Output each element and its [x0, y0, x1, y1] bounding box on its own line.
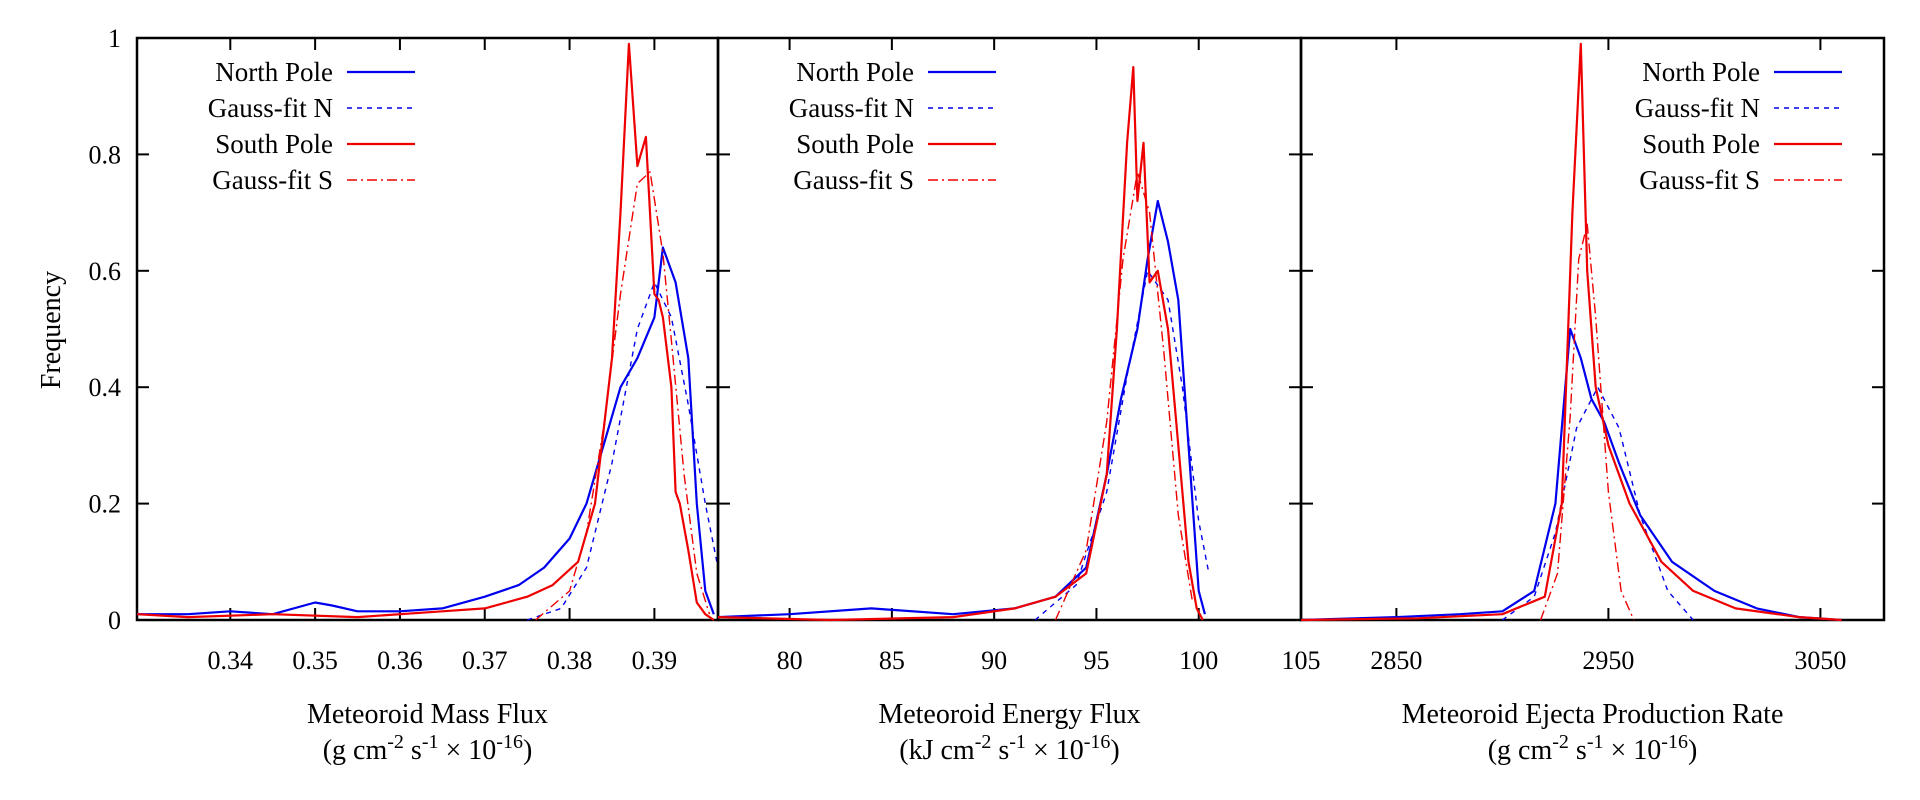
- units-exponent: -1: [1587, 731, 1604, 753]
- units-text: × 10: [1026, 735, 1084, 766]
- legend-label: South Pole: [1642, 129, 1760, 159]
- x-tick-label: 80: [777, 646, 803, 675]
- legend-label: North Pole: [796, 57, 914, 87]
- legend-label: South Pole: [215, 129, 333, 159]
- series-line-gauss-fit-s: [1539, 223, 1635, 621]
- x-tick-label: 0.37: [462, 646, 508, 675]
- y-tick-label: 0.8: [89, 140, 122, 169]
- series-line-south-pole: [136, 42, 715, 621]
- units-exponent: -1: [1009, 731, 1026, 753]
- units-text: × 10: [1603, 735, 1661, 766]
- x-tick-label: 0.39: [632, 646, 678, 675]
- x-tick-label: 3050: [1794, 646, 1846, 675]
- series-line-gauss-fit-s: [535, 171, 711, 621]
- legend-label: North Pole: [1642, 57, 1760, 87]
- plot-frame: [716, 36, 1303, 622]
- legend-label: Gauss-fit N: [208, 93, 333, 123]
- x-tick-label: 0.38: [547, 646, 593, 675]
- units-text: × 10: [438, 735, 496, 766]
- legend-label: Gauss-fit N: [789, 93, 914, 123]
- y-tick-label: 0: [108, 606, 121, 635]
- legend-label: Gauss-fit S: [793, 165, 914, 195]
- x-tick-label: 2850: [1370, 646, 1422, 675]
- units-text: (g cm: [323, 735, 388, 766]
- units-text: ): [523, 735, 532, 766]
- units-text: s: [991, 735, 1009, 766]
- units-exponent: -16: [1661, 731, 1688, 753]
- series-line-gauss-fit-s: [1054, 171, 1194, 621]
- series-line-south-pole: [717, 65, 1204, 622]
- x-tick-label: 0.35: [292, 646, 338, 675]
- series-line-north-pole: [717, 199, 1206, 619]
- y-tick-label: 0.6: [89, 257, 122, 286]
- x-tick-label: 95: [1083, 646, 1109, 675]
- legend-label: Gauss-fit S: [212, 165, 333, 195]
- series-line-gauss-fit-n: [1034, 270, 1210, 621]
- y-axis-label: Frequency: [36, 271, 67, 389]
- units-exponent: -2: [975, 731, 992, 753]
- plot-frame: [135, 36, 720, 622]
- x-tick-label: 85: [879, 646, 905, 675]
- units-text: ): [1110, 735, 1119, 766]
- y-tick-label: 1: [108, 24, 121, 53]
- units-text: (kJ cm: [899, 735, 975, 766]
- x-tick-label: 100: [1179, 646, 1218, 675]
- units-exponent: -1: [422, 731, 439, 753]
- series-line-north-pole: [137, 246, 715, 616]
- legend-label: South Pole: [796, 129, 914, 159]
- x-tick-label: 90: [981, 646, 1007, 675]
- units-exponent: -16: [496, 731, 523, 753]
- units-text: s: [1569, 735, 1587, 766]
- x-axis-units: (g cm-2 s-1 × 10-16): [323, 731, 533, 766]
- x-tick-label: 0.34: [208, 646, 254, 675]
- panel-energy-flux: 80 85 90 95 100 105 North Pole Gauss-fit N South…: [716, 36, 1321, 766]
- panel-ejecta-production-rate: 2850 2950 3050 North Pole Gauss-fit N South P…: [1299, 36, 1886, 766]
- panel-mass-flux: 0.34 0.35 0.36 0.37 0.38 0.39 North Pole Gauss-…: [135, 36, 720, 766]
- plot-frame: [1299, 36, 1886, 622]
- y-tick-label: 0.2: [89, 490, 122, 519]
- x-axis-title: Meteoroid Mass Flux: [307, 699, 548, 730]
- units-text: (g cm: [1488, 735, 1553, 766]
- x-axis-units: (kJ cm-2 s-1 × 10-16): [899, 731, 1119, 766]
- x-tick-label: 2950: [1582, 646, 1634, 675]
- units-exponent: -2: [387, 731, 404, 753]
- y-tick-label: 0.4: [89, 373, 122, 402]
- legend-label: Gauss-fit S: [1639, 165, 1760, 195]
- series-line-south-pole: [1300, 42, 1842, 622]
- units-text: s: [404, 735, 422, 766]
- units-text: ): [1688, 735, 1697, 766]
- x-tick-label: 105: [1282, 646, 1321, 675]
- series-line-gauss-fit-n: [1501, 386, 1694, 621]
- units-exponent: -16: [1084, 731, 1111, 753]
- legend-label: Gauss-fit N: [1635, 93, 1760, 123]
- units-exponent: -2: [1552, 731, 1569, 753]
- series-line-gauss-fit-n: [526, 281, 719, 621]
- legend-label: North Pole: [215, 57, 333, 87]
- x-axis-title: Meteoroid Energy Flux: [878, 699, 1140, 730]
- y-tick-labels: 0 0.2 0.4 0.6 0.8 1: [89, 24, 122, 635]
- x-axis-title: Meteoroid Ejecta Production Rate: [1402, 699, 1784, 730]
- x-axis-units: (g cm-2 s-1 × 10-16): [1488, 731, 1698, 766]
- x-tick-label: 0.36: [377, 646, 423, 675]
- series-line-north-pole: [1300, 327, 1842, 622]
